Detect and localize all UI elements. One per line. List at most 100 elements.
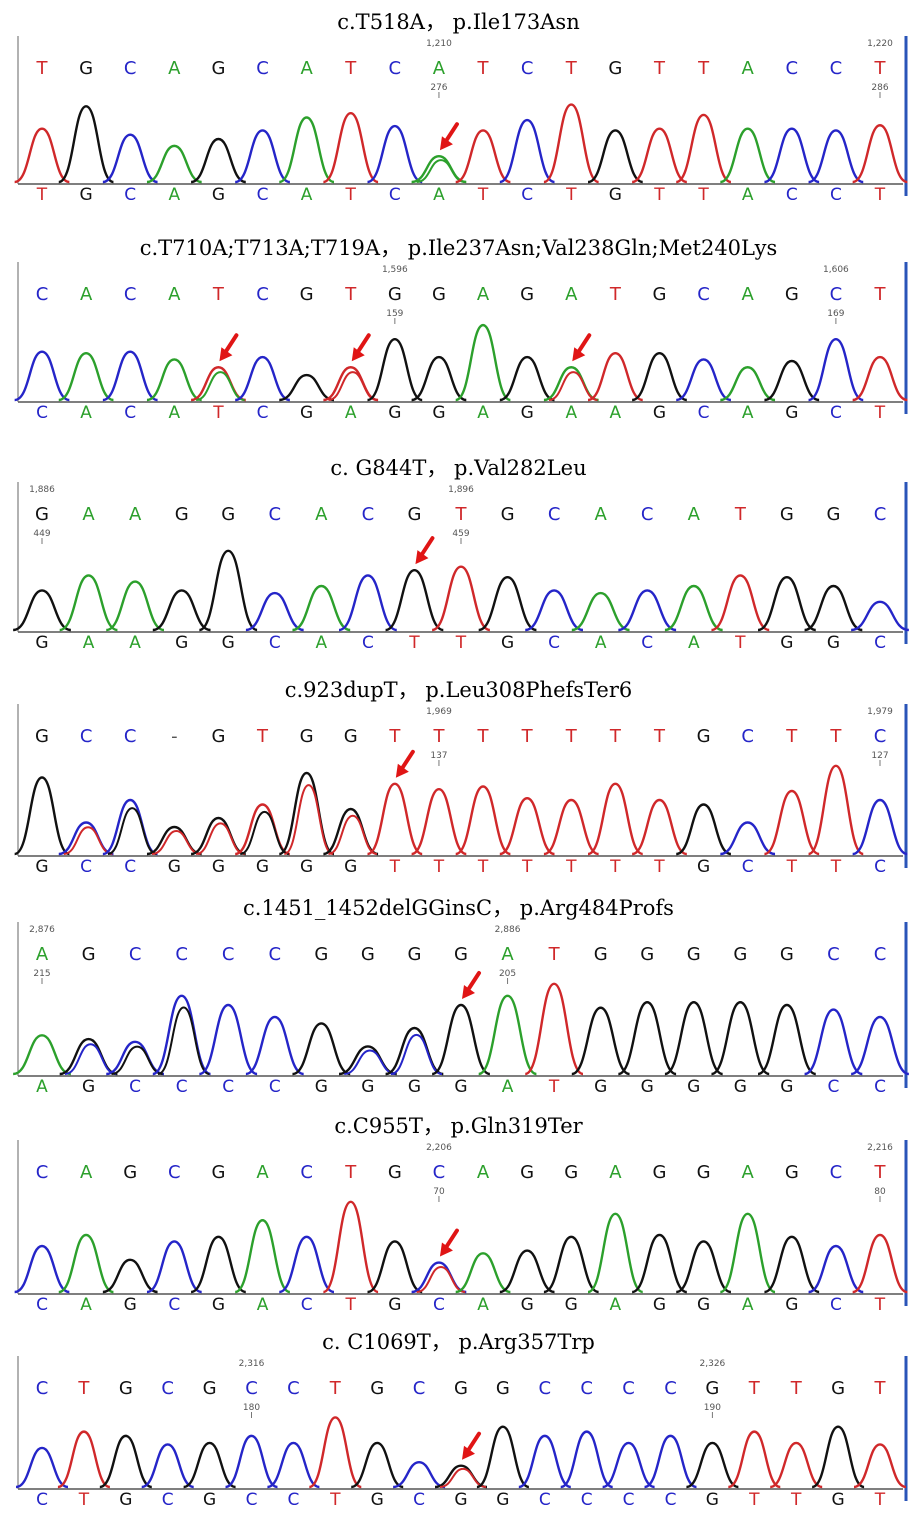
trace-peak xyxy=(14,350,70,402)
trace-peak xyxy=(543,103,600,184)
base-call: T xyxy=(609,284,622,305)
reference-base: T xyxy=(548,1077,560,1097)
quality-counter: 190 xyxy=(704,1403,721,1413)
base-call: T xyxy=(344,1162,357,1183)
base-call: A xyxy=(129,504,142,525)
quality-counter: 137 xyxy=(430,751,447,761)
panel-1-chromatogram: 1,210 276 1,220 286 T G C A G C A T C A T C T G T T A C C T T G C A… xyxy=(0,32,917,210)
base-call: T xyxy=(77,1378,90,1399)
base-call: G xyxy=(388,284,402,305)
base-call: G xyxy=(79,58,93,79)
reference-base: G xyxy=(780,1077,793,1097)
base-call: G xyxy=(388,1162,402,1183)
trace-peak xyxy=(808,129,864,184)
base-call: T xyxy=(748,1378,761,1399)
trace-peak xyxy=(764,1235,820,1294)
base-call: C xyxy=(300,1162,313,1183)
trace-peak xyxy=(15,1446,69,1489)
base-call: C xyxy=(433,1162,446,1183)
reference-base: A xyxy=(610,403,622,423)
reference-base: A xyxy=(742,1295,754,1315)
trace-peak xyxy=(367,1240,423,1294)
reference-base: A xyxy=(80,1295,92,1315)
reference-base: G xyxy=(594,1077,607,1097)
trace-peak xyxy=(367,782,423,856)
base-call: G xyxy=(652,1162,666,1183)
base-call: G xyxy=(705,1378,719,1399)
position-counter: 2,886 xyxy=(495,925,521,935)
base-call: G xyxy=(211,726,225,747)
trace-peak xyxy=(524,589,584,632)
base-call: C xyxy=(580,1378,593,1399)
reference-base: A xyxy=(477,1295,489,1315)
position-counter: 2,326 xyxy=(700,1359,726,1369)
reference-base: C xyxy=(828,1077,840,1097)
reference-base: T xyxy=(477,857,489,877)
base-call: G xyxy=(123,1162,137,1183)
reference-base: G xyxy=(501,633,514,653)
reference-base: C xyxy=(389,185,401,205)
base-call: T xyxy=(565,58,578,79)
reference-base: C xyxy=(162,1490,174,1510)
mutation-arrow xyxy=(351,333,371,362)
base-call: T xyxy=(829,726,842,747)
reference-base: G xyxy=(521,1295,534,1315)
trace-peak xyxy=(146,1240,203,1294)
secondary-peak xyxy=(328,814,378,855)
reference-base: T xyxy=(36,185,48,205)
reference-base: G xyxy=(454,1490,467,1510)
reference-base: T xyxy=(830,857,842,877)
reference-base: T xyxy=(329,1490,341,1510)
quality-counter: 159 xyxy=(386,309,403,319)
reference-base: A xyxy=(565,403,577,423)
reference-base: A xyxy=(688,633,700,653)
trace-peak xyxy=(152,589,211,632)
base-call: A xyxy=(80,1162,93,1183)
reference-base: T xyxy=(653,857,665,877)
trace-peak xyxy=(757,1003,817,1076)
base-call: C xyxy=(741,726,754,747)
trace-peak xyxy=(59,574,118,632)
reference-base: C xyxy=(301,1295,313,1315)
reference-base: T xyxy=(345,1295,357,1315)
position-counter: 2,316 xyxy=(239,1359,265,1369)
base-call: C xyxy=(268,944,281,965)
reference-base: A xyxy=(80,403,92,423)
base-call: G xyxy=(82,944,96,965)
base-call: C xyxy=(622,1378,635,1399)
reference-base: C xyxy=(641,633,653,653)
reference-base: G xyxy=(408,1077,421,1097)
base-call: C xyxy=(124,284,137,305)
reference-base: A xyxy=(595,633,607,653)
trace-peak xyxy=(14,127,70,184)
reference-base: C xyxy=(830,185,842,205)
reference-base: C xyxy=(36,1295,48,1315)
trace-peak xyxy=(278,116,335,184)
trace-peak xyxy=(852,355,908,402)
trace-peak xyxy=(455,1252,511,1294)
position-counter: 1,596 xyxy=(382,265,408,275)
base-call: T xyxy=(329,1378,342,1399)
reference-base: G xyxy=(785,403,798,423)
base-call: T xyxy=(455,504,468,525)
quality-counter: 205 xyxy=(499,969,516,979)
mutation-arrow xyxy=(439,1228,459,1257)
trace-peak xyxy=(811,1425,865,1489)
base-call: G xyxy=(697,1162,711,1183)
base-call: G xyxy=(175,504,189,525)
reference-base: C xyxy=(287,1490,299,1510)
trace-peak xyxy=(711,574,770,632)
trace-peak xyxy=(146,358,202,402)
base-call: A xyxy=(36,944,49,965)
trace-peak xyxy=(804,1008,863,1076)
mutation-arrow xyxy=(439,122,459,151)
secondary-peak xyxy=(344,1049,396,1075)
reference-base: G xyxy=(315,1077,328,1097)
base-call: T xyxy=(790,1378,803,1399)
base-call: T xyxy=(256,726,269,747)
mutation-arrow xyxy=(462,1431,481,1460)
trace-peak xyxy=(225,1434,278,1489)
panel-5-mutation-caption: c.1451_1452delGGinsC， p.Arg484Profs xyxy=(243,896,674,920)
reference-base: C xyxy=(742,857,754,877)
trace-peak xyxy=(245,591,304,632)
